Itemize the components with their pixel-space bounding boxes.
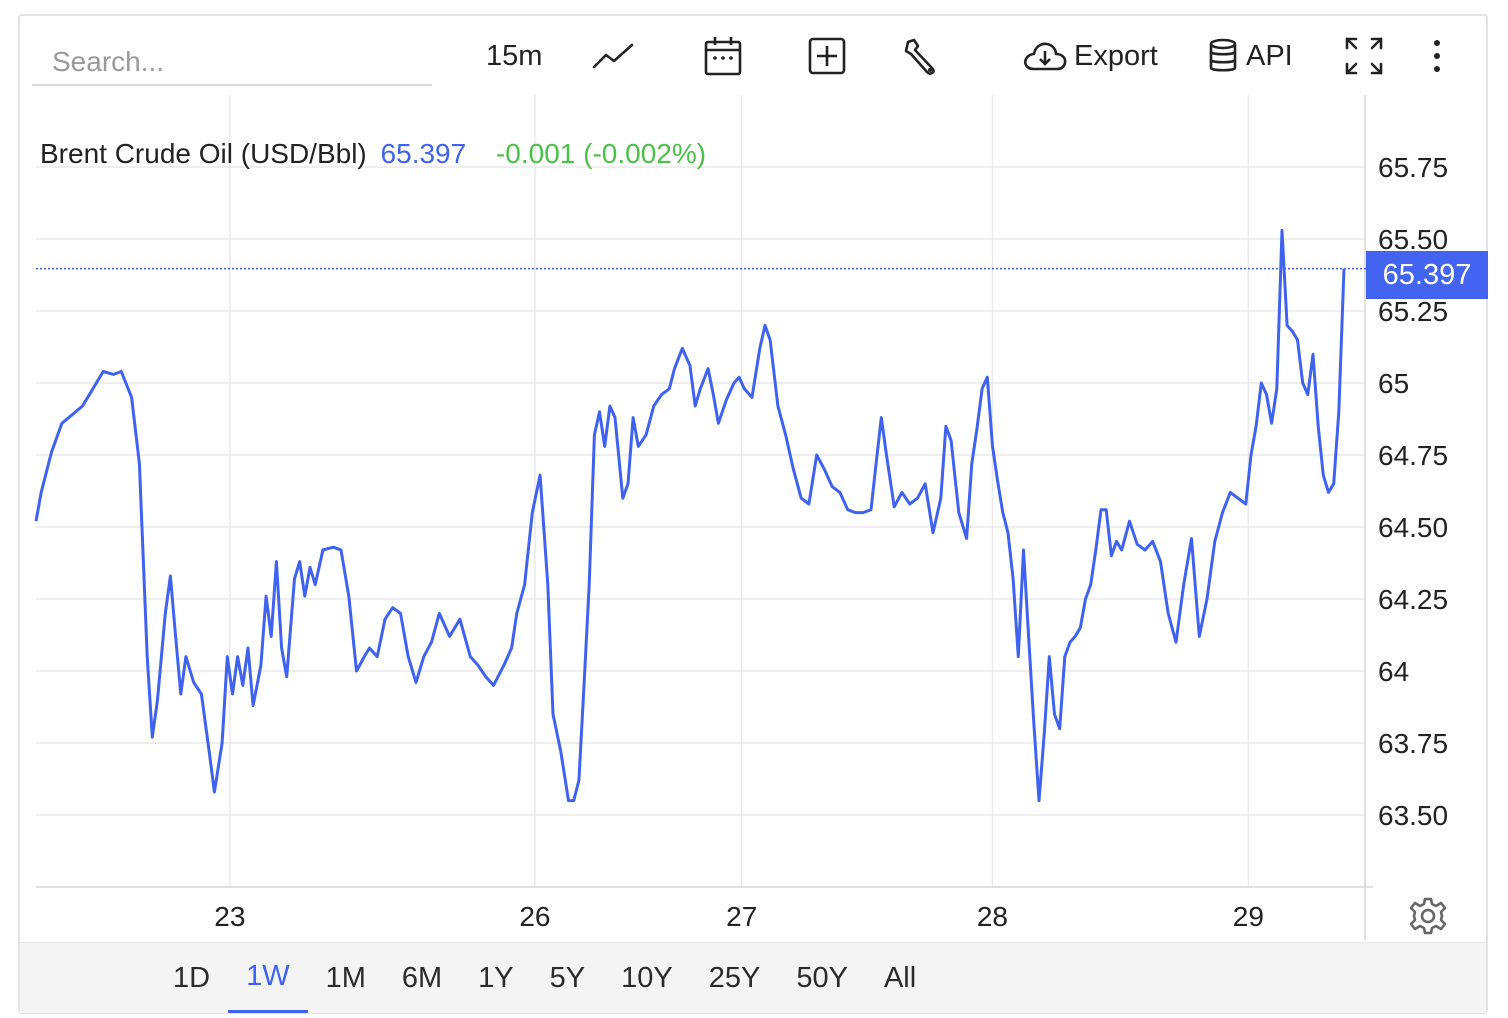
y-tick-label: 63.75 xyxy=(1378,728,1448,759)
x-tick-label: 27 xyxy=(726,901,757,932)
range-button-25y[interactable]: 25Y xyxy=(708,961,761,994)
calendar-icon xyxy=(704,37,742,76)
api-label: API xyxy=(1246,39,1293,72)
y-tick-label: 64.25 xyxy=(1378,584,1448,615)
y-tick-label: 64.75 xyxy=(1378,440,1448,471)
fullscreen-icon xyxy=(1345,37,1383,75)
fullscreen-button[interactable] xyxy=(1344,30,1384,82)
x-tick-label: 29 xyxy=(1233,901,1264,932)
add-indicator-button[interactable] xyxy=(808,30,846,82)
date-range-button[interactable] xyxy=(704,30,742,82)
y-tick-label: 64 xyxy=(1378,656,1409,687)
range-button-5y[interactable]: 5Y xyxy=(549,961,586,994)
y-tick-label: 65 xyxy=(1378,368,1409,399)
database-icon xyxy=(1209,38,1237,72)
x-tick-label: 26 xyxy=(519,901,550,932)
y-tick-label: 65.75 xyxy=(1378,152,1448,183)
chart-type-button[interactable] xyxy=(592,30,634,82)
price-series-line xyxy=(34,228,1346,803)
range-button-all[interactable]: All xyxy=(883,961,917,994)
range-button-1y[interactable]: 1Y xyxy=(478,961,514,994)
chart-legend: Brent Crude Oil (USD/Bbl) 65.397 -0.001 … xyxy=(40,138,706,170)
y-tick-label: 65.50 xyxy=(1378,224,1448,255)
y-tick-label: 65.25 xyxy=(1378,296,1448,327)
interval-selector[interactable]: 15m xyxy=(486,30,542,82)
range-button-1w[interactable]: 1W xyxy=(228,943,308,1013)
export-button[interactable]: Export xyxy=(1022,30,1158,82)
range-button-1m[interactable]: 1M xyxy=(325,961,366,994)
range-selector: 1D 1W 1M 6M 1Y 5Y 10Y 25Y 50Y All xyxy=(155,943,934,1013)
legend-instrument-name: Brent Crude Oil (USD/Bbl) xyxy=(40,138,367,169)
x-tick-label: 23 xyxy=(214,901,245,932)
x-tick-label: 28 xyxy=(977,901,1008,932)
range-button-10y[interactable]: 10Y xyxy=(621,961,673,994)
search-input[interactable] xyxy=(32,40,432,86)
chart-frame xyxy=(18,14,1488,1014)
more-options-button[interactable] xyxy=(1428,30,1446,82)
y-tick-label: 64.50 xyxy=(1378,512,1448,543)
cloud-download-icon xyxy=(1023,42,1067,71)
export-label: Export xyxy=(1074,39,1158,72)
line-chart-icon xyxy=(592,43,634,69)
last-price-tag: 65.397 xyxy=(1366,251,1488,299)
legend-change: -0.001 (-0.002%) xyxy=(495,138,707,169)
range-bar: 1D 1W 1M 6M 1Y 5Y 10Y 25Y 50Y All xyxy=(20,942,1486,1013)
range-button-1d[interactable]: 1D xyxy=(173,961,211,994)
add-indicator-icon xyxy=(808,37,846,75)
more-vertical-icon xyxy=(1434,40,1440,72)
tools-button[interactable] xyxy=(902,30,940,82)
gear-icon[interactable] xyxy=(1408,896,1448,936)
api-button[interactable]: API xyxy=(1208,30,1293,82)
legend-last-price: 65.397 xyxy=(380,138,467,169)
y-tick-label: 63.50 xyxy=(1378,800,1448,831)
range-button-50y[interactable]: 50Y xyxy=(796,961,848,994)
wrench-icon xyxy=(904,38,935,75)
range-button-6m[interactable]: 6M xyxy=(401,961,443,994)
interval-label: 15m xyxy=(486,39,543,72)
